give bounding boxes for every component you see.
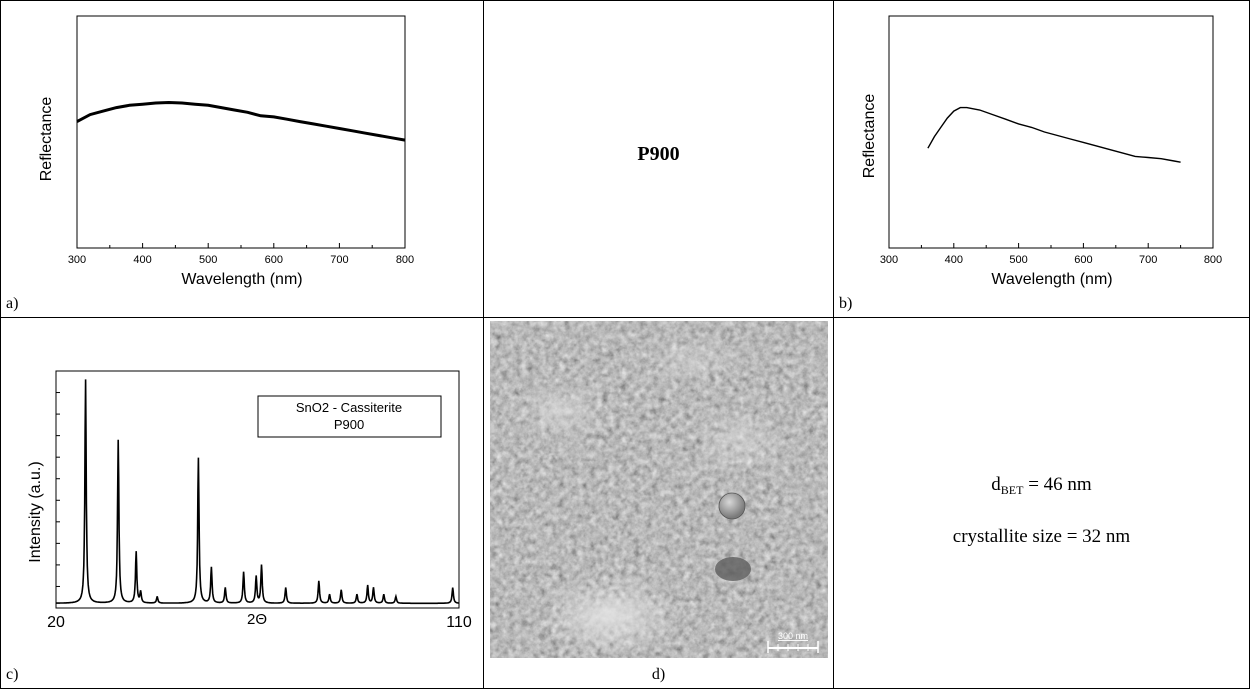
xrd-chart-c: 20 110 SnO2 - Cassiterite P900 2Θ Intensi… [27, 370, 472, 631]
x-tick-label-b-2: 500 [1009, 254, 1027, 266]
sem-micrograph: 300 nm [490, 321, 828, 658]
x-tick-label-a-2: 500 [199, 254, 217, 266]
panel-label-d: d) [651, 666, 666, 683]
x-tick-label-b-4: 700 [1139, 254, 1157, 266]
legend-line-2: P900 [334, 417, 364, 432]
legend-line-1: SnO2 - Cassiterite [296, 400, 402, 415]
panel-label-a: a) [6, 295, 19, 312]
x-tick-label-a-0: 300 [68, 254, 86, 266]
bet-size: dBET = 46 nm [991, 474, 1092, 497]
x-tick-label-c-0: 20 [47, 614, 65, 631]
scale-bar: 300 nm [767, 631, 819, 653]
x-tick-label-b-1: 400 [945, 254, 963, 266]
scale-bar-label: 300 nm [778, 631, 808, 641]
x-tick-label-a-3: 600 [265, 254, 283, 266]
ylabel-b: Reflectance [861, 94, 878, 179]
panel-a: 300 400 500 600 700 800 Wavelength (nm) Refle… [0, 0, 484, 318]
series-line-a-0 [76, 100, 406, 142]
reflectance-chart-b: 300 400 500 600 700 800 Wavelength (nm) Refle… [861, 15, 1222, 288]
ylabel-c: Intensity (a.u.) [27, 461, 44, 562]
panel-title: P900 [483, 0, 834, 318]
sample-title: P900 [637, 143, 680, 165]
x-tick-label-a-1: 400 [133, 254, 151, 266]
xlabel-c: 2Θ [247, 611, 267, 628]
panel-label-c: c) [6, 666, 19, 683]
panel-c: 20 110 SnO2 - Cassiterite P900 2Θ Intensi… [0, 317, 484, 689]
x-tick-label-a-4: 700 [330, 254, 348, 266]
x-tick-label-b-0: 300 [880, 254, 898, 266]
x-tick-label-b-3: 600 [1074, 254, 1092, 266]
crystallite-size: crystallite size = 32 nm [952, 526, 1131, 547]
panel-label-b: b) [839, 295, 853, 312]
legend-box [257, 395, 442, 438]
panel-info: dBET = 46 nm crystallite size = 32 nm [833, 317, 1250, 689]
reflectance-chart-a: 300 400 500 600 700 800 Wavelength (nm) Refle… [38, 15, 414, 288]
x-tick-label-a-5: 800 [396, 254, 414, 266]
series-line-b-0 [927, 106, 1181, 163]
x-tick-label-c-1: 110 [446, 614, 472, 631]
xlabel-a: Wavelength (nm) [181, 271, 302, 288]
panel-b: 300 400 500 600 700 800 Wavelength (nm) Refle… [833, 0, 1250, 318]
xrd-pattern-line [56, 379, 459, 605]
ylabel-a: Reflectance [38, 97, 55, 182]
x-tick-label-b-5: 800 [1204, 254, 1222, 266]
xlabel-b: Wavelength (nm) [991, 271, 1112, 288]
panel-d: 300 nm d) [483, 317, 834, 689]
plot-frame-c [55, 370, 460, 609]
